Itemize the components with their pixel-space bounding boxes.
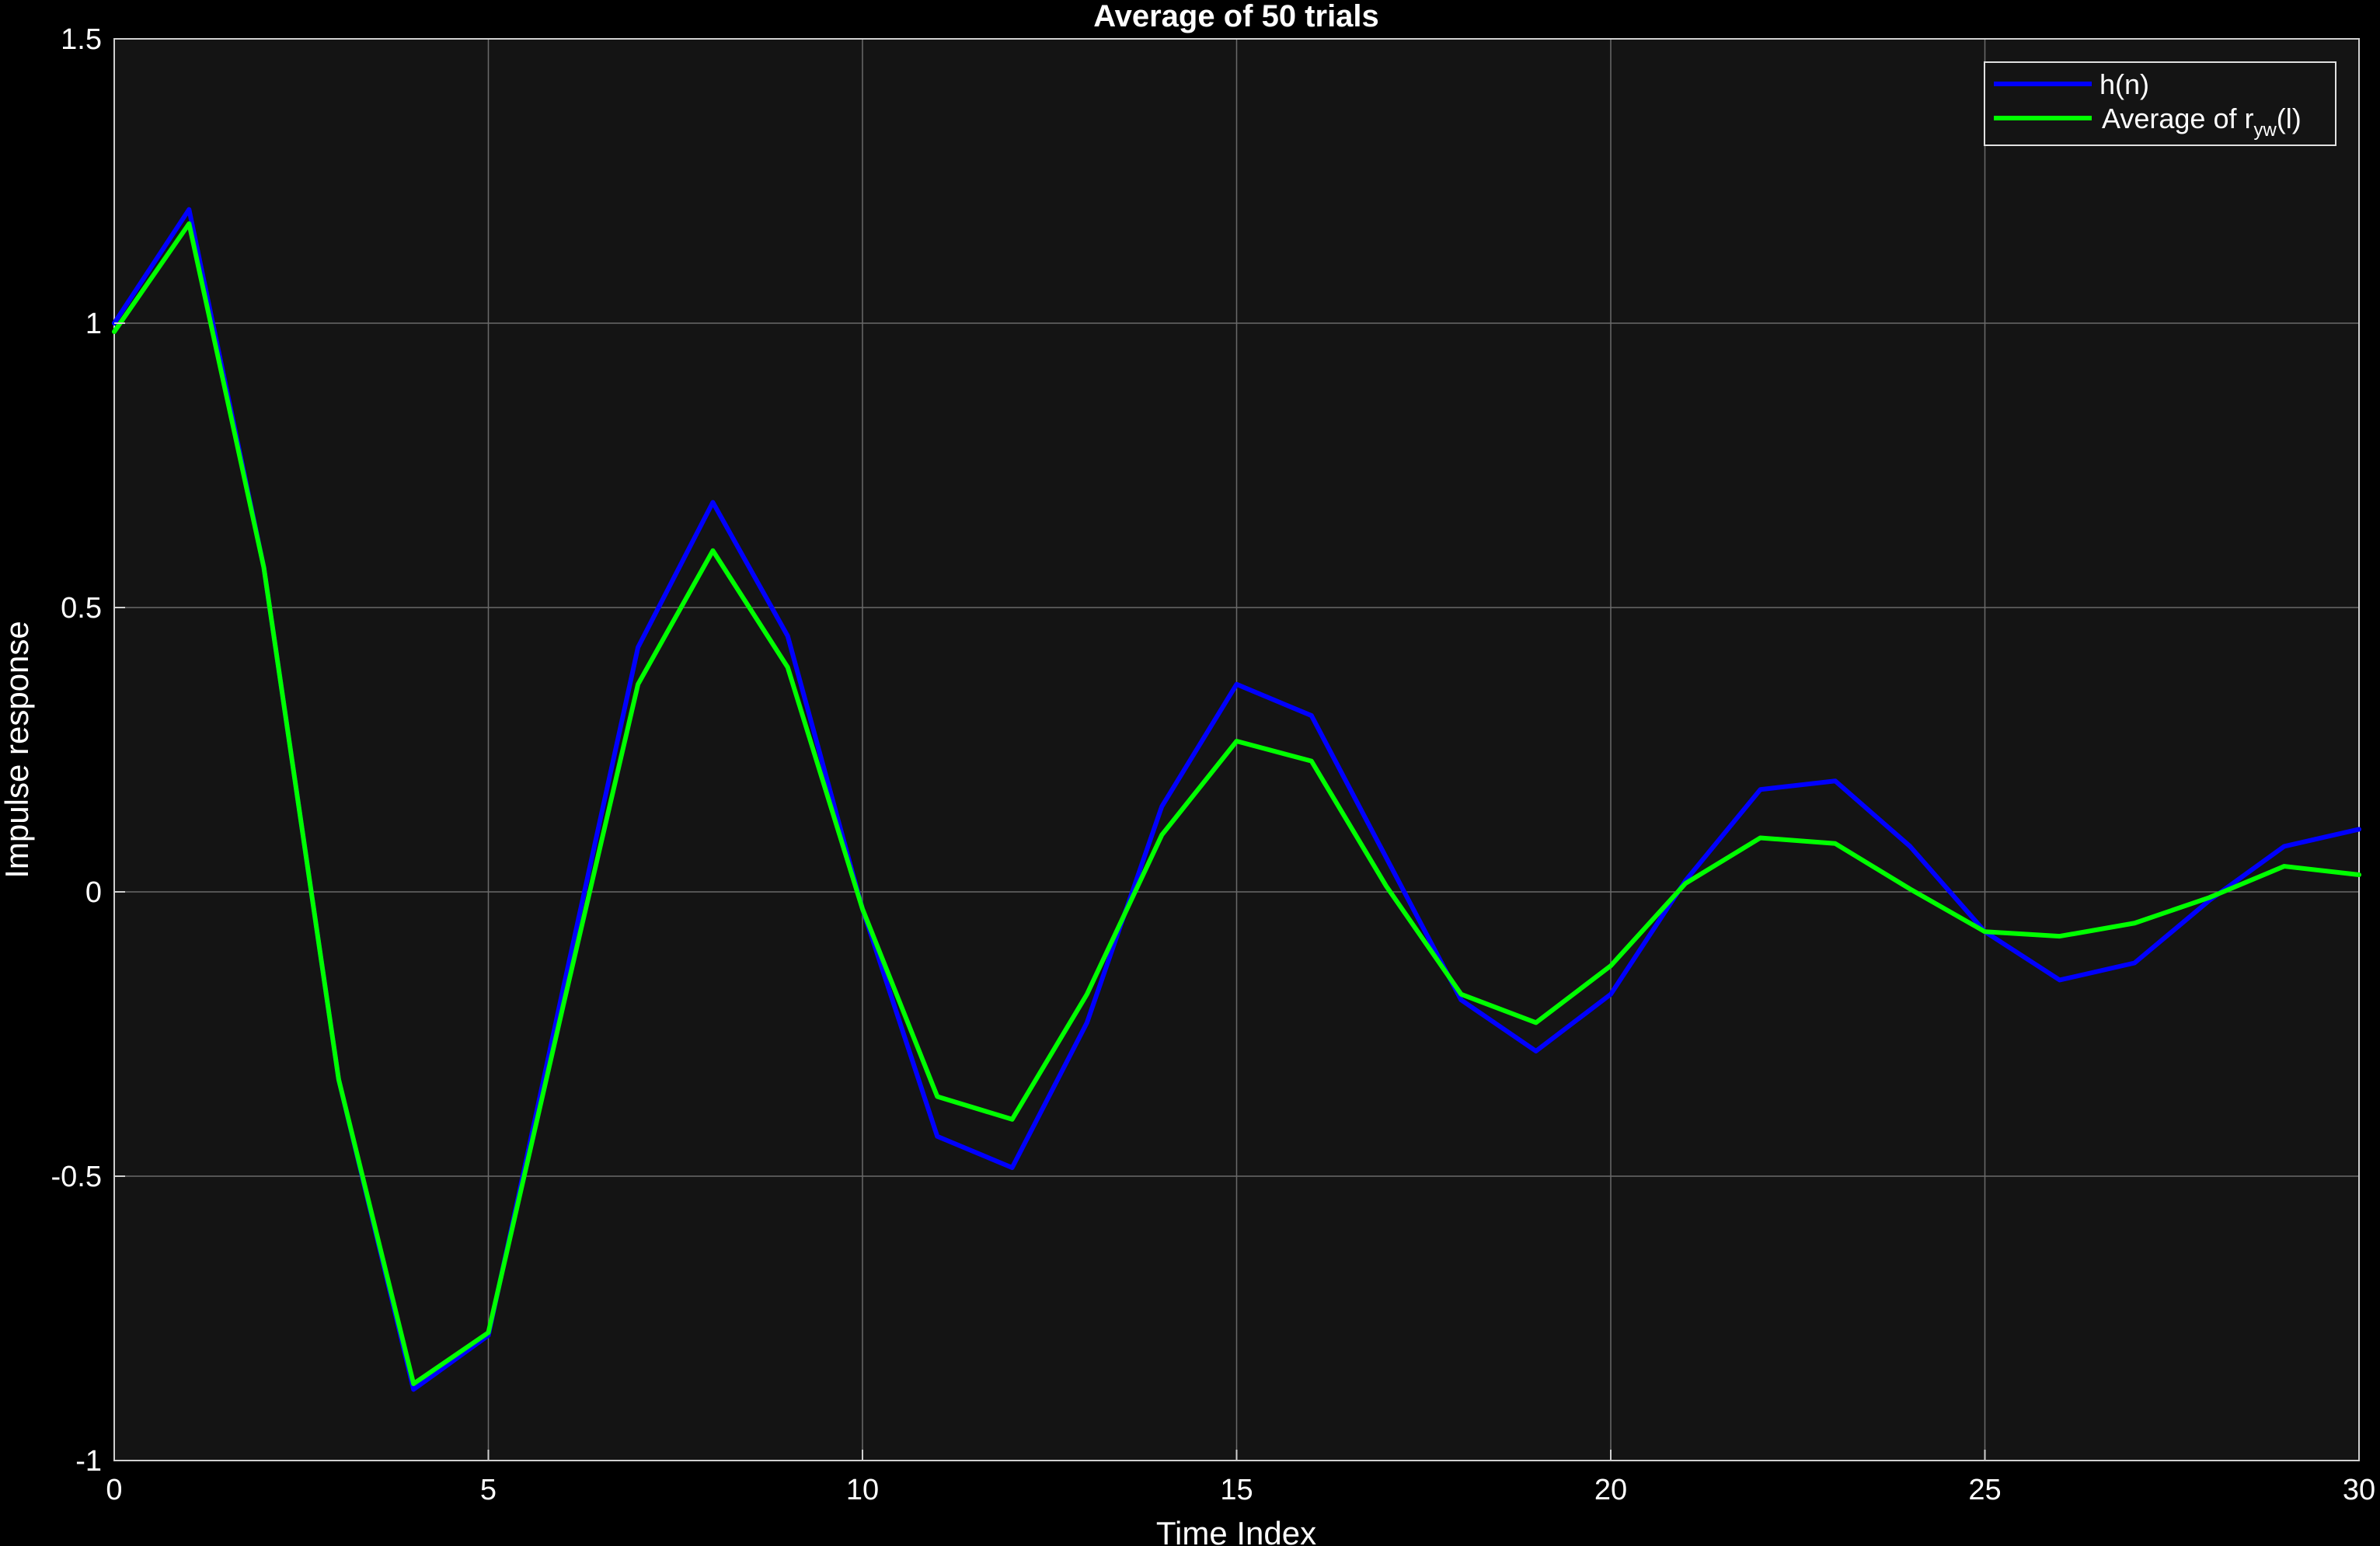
legend-label-tail: (l) [2277, 103, 2302, 134]
x-tick-label-6: 30 [2343, 1474, 2375, 1506]
y-tick-label-2: 0 [85, 876, 102, 909]
y-axis-label: Impulse response [0, 621, 35, 879]
legend: h(n) Average of ryw(l) [1984, 61, 2336, 146]
x-tick-label-0: 0 [106, 1474, 122, 1506]
grid-lines [114, 39, 2359, 1461]
legend-label-h-n: h(n) [2099, 68, 2149, 100]
series-line-average-ryw [112, 221, 2361, 1387]
x-tick-label-2: 10 [846, 1474, 879, 1506]
x-axis-ticks: 0 5 10 15 20 25 30 [106, 1450, 2375, 1506]
x-tick-label-1: 5 [480, 1474, 497, 1506]
y-tick-label-4: 1 [85, 308, 102, 340]
legend-label-main: Average of r [2102, 103, 2253, 134]
y-tick-label-3: 0.5 [61, 592, 102, 625]
y-tick-label-5: 1.5 [61, 23, 102, 56]
x-tick-label-3: 15 [1220, 1474, 1253, 1506]
legend-label-subscript: yw [2253, 120, 2277, 141]
x-tick-label-5: 25 [1968, 1474, 2001, 1506]
y-tick-label-1: -0.5 [51, 1161, 102, 1193]
y-axis-ticks: -1 -0.5 0 0.5 1 1.5 [51, 23, 125, 1478]
x-tick-label-4: 20 [1594, 1474, 1627, 1506]
x-axis-label: Time Index [1156, 1515, 1316, 1546]
chart-title: Average of 50 trials [1093, 0, 1379, 33]
y-tick-label-0: -1 [75, 1445, 102, 1478]
series-layer [112, 207, 2361, 1392]
legend-label-average-ryw: Average of ryw(l) [2102, 103, 2302, 141]
legend-box [1984, 61, 2336, 146]
